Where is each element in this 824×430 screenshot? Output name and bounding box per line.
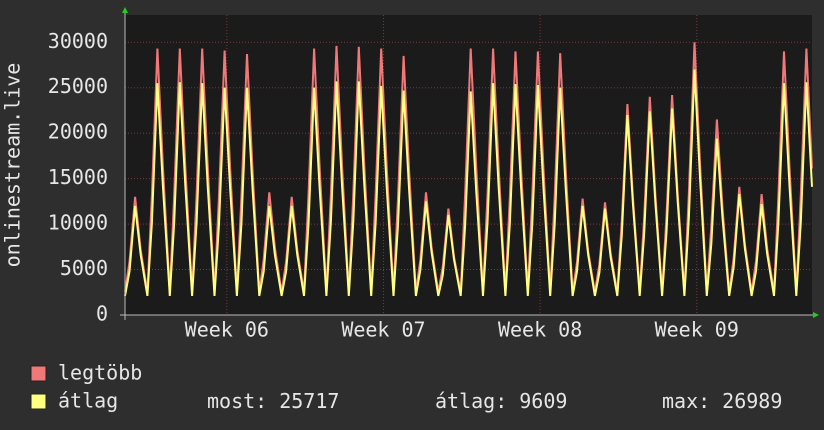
stat: átlag: 9609: [435, 389, 567, 413]
stat-value: 25717: [279, 389, 339, 413]
series-line: [124, 69, 813, 297]
y-tick-label: 25000: [48, 74, 108, 98]
x-tick-label: Week 09: [655, 318, 739, 342]
stat-value: 26989: [722, 389, 782, 413]
stat: max: 26989: [662, 389, 782, 413]
stat: most: 25717: [207, 389, 339, 413]
y-tick-label: 0: [96, 302, 108, 326]
y-tick-label: 30000: [48, 29, 108, 53]
axis-arrow: [813, 312, 819, 318]
legend-swatch: [30, 365, 47, 382]
legend-label: legtöbb: [58, 361, 142, 385]
legend-label: átlag: [58, 389, 118, 413]
stat-label: most:: [207, 389, 267, 413]
y-tick-label: 15000: [48, 165, 108, 189]
y-tick-label: 5000: [60, 256, 108, 280]
stat-label: max:: [662, 389, 710, 413]
x-tick-label: Week 06: [185, 318, 269, 342]
stat-value: 9609: [519, 389, 567, 413]
x-tick-label: Week 08: [498, 318, 582, 342]
axis-arrow: [122, 7, 128, 13]
x-tick-label: Week 07: [341, 318, 425, 342]
y-tick-label: 10000: [48, 211, 108, 235]
stat-label: átlag:: [435, 389, 507, 413]
legend-swatch: [30, 393, 47, 410]
y-tick-label: 20000: [48, 120, 108, 144]
y-axis-label: onlinestream.live: [1, 63, 25, 268]
